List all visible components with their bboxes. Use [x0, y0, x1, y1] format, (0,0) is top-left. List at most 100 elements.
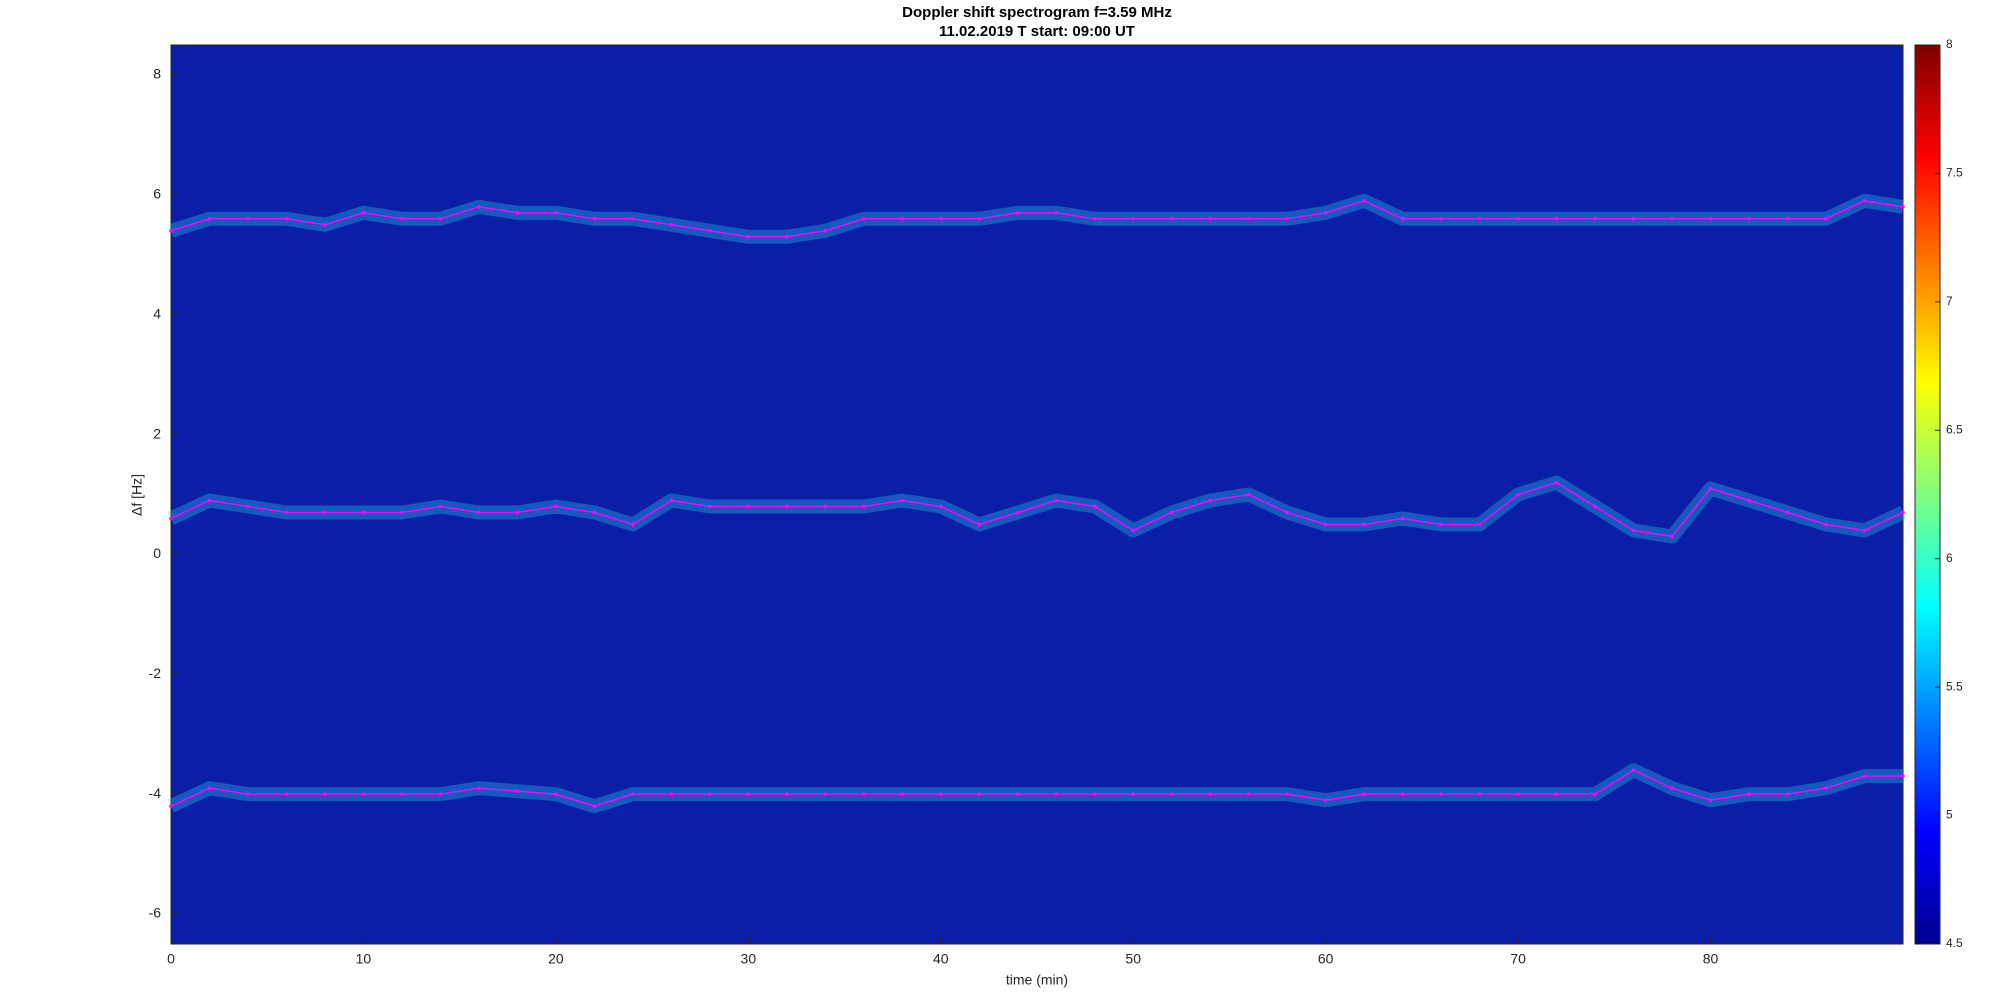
trace-point	[977, 217, 982, 221]
trace-point	[246, 217, 250, 221]
colorbar-tick-label: 6	[1946, 551, 1953, 565]
trace-point	[977, 792, 982, 796]
trace-point	[1631, 768, 1636, 772]
trace-point	[207, 498, 212, 503]
trace-point	[1862, 528, 1867, 533]
trace-point	[1208, 498, 1212, 503]
trace-point	[1208, 792, 1212, 796]
trace-point	[1362, 522, 1366, 527]
trace-point	[1131, 528, 1136, 533]
trace-point	[438, 504, 443, 509]
trace-point	[1516, 792, 1520, 796]
trace-point	[1477, 217, 1482, 221]
colorbar-tick-label: 7.5	[1946, 166, 1963, 180]
x-tick-label: 20	[548, 951, 564, 967]
trace-point	[592, 804, 597, 808]
trace-point	[1362, 792, 1366, 796]
trace-point	[477, 786, 481, 790]
trace-point	[1516, 492, 1520, 497]
trace-point	[554, 792, 558, 796]
trace-point	[438, 792, 443, 796]
trace-point	[862, 217, 866, 221]
trace-point	[246, 792, 250, 796]
colorbar-tick-label: 7	[1946, 294, 1953, 308]
trace-point	[1362, 199, 1366, 203]
trace-point	[1323, 211, 1328, 215]
y-axis-label: Δf [Hz]	[129, 474, 145, 516]
trace-point	[708, 228, 712, 233]
trace-point	[900, 498, 905, 503]
trace-point	[1439, 792, 1443, 796]
trace-point	[708, 504, 712, 509]
x-tick-label: 40	[933, 951, 949, 967]
colorbar-tick-label: 5	[1946, 808, 1953, 822]
trace-point	[592, 510, 597, 515]
trace-point	[1824, 217, 1828, 221]
trace-point	[477, 205, 481, 209]
trace-point	[284, 792, 289, 796]
trace-point	[592, 217, 597, 221]
colorbar-tick-label: 6.5	[1946, 422, 1963, 436]
trace-point	[515, 510, 520, 515]
trace-point	[631, 522, 635, 527]
trace-point	[1554, 217, 1559, 221]
trace-point	[323, 223, 327, 227]
trace-point	[708, 792, 712, 796]
x-tick-label: 80	[1703, 951, 1719, 967]
trace-point	[1285, 217, 1289, 221]
chart-title: Doppler shift spectrogram f=3.59 MHz	[902, 4, 1172, 21]
trace-point	[1708, 798, 1713, 802]
x-tick-label: 60	[1318, 951, 1334, 967]
trace-point	[1054, 498, 1059, 503]
trace-point	[1323, 798, 1328, 802]
trace-point	[1670, 217, 1674, 221]
colorbar	[1914, 44, 1941, 945]
trace-point	[1670, 786, 1674, 790]
trace-point	[1015, 211, 1020, 215]
trace-point	[669, 498, 674, 503]
trace-point	[554, 504, 558, 509]
trace-point	[246, 504, 250, 509]
trace-point	[746, 234, 751, 239]
trace-line	[170, 481, 1904, 538]
x-tick-label: 50	[1125, 951, 1141, 967]
trace-point	[785, 792, 789, 796]
trace-point	[746, 504, 751, 509]
trace-point	[323, 510, 327, 515]
trace-point	[1015, 792, 1020, 796]
trace-point	[1785, 510, 1790, 515]
trace-point	[1747, 792, 1751, 796]
trace-point	[284, 510, 289, 515]
trace-point	[1631, 217, 1636, 221]
trace-point	[1708, 486, 1713, 491]
y-tick-label: 2	[153, 425, 161, 441]
trace-point	[400, 510, 404, 515]
colorbar-tick-label: 5.5	[1946, 679, 1963, 693]
y-tick-label: -6	[149, 905, 162, 921]
y-tick-label: 4	[153, 305, 161, 321]
trace-point	[400, 217, 404, 221]
trace-point	[1593, 504, 1597, 509]
trace-point	[938, 792, 943, 796]
trace-point	[900, 792, 905, 796]
x-tick-label: 70	[1510, 951, 1526, 967]
trace-point	[1747, 217, 1751, 221]
trace-point	[1862, 774, 1867, 778]
trace-point	[1208, 217, 1212, 221]
trace-point	[785, 504, 789, 509]
trace-point	[631, 792, 635, 796]
trace-point	[977, 522, 982, 527]
trace-point	[1477, 792, 1482, 796]
trace-point	[1400, 792, 1405, 796]
trace-point	[823, 792, 828, 796]
trace-point	[477, 510, 481, 515]
trace-point	[1400, 516, 1405, 521]
trace-line	[170, 769, 1903, 807]
trace-point	[1169, 217, 1174, 221]
trace-point	[1131, 792, 1136, 796]
trace-point	[1670, 534, 1674, 539]
y-tick-label: 0	[153, 545, 161, 561]
trace-point	[1323, 522, 1328, 527]
trace-point	[631, 217, 635, 221]
trace-point	[1439, 522, 1443, 527]
